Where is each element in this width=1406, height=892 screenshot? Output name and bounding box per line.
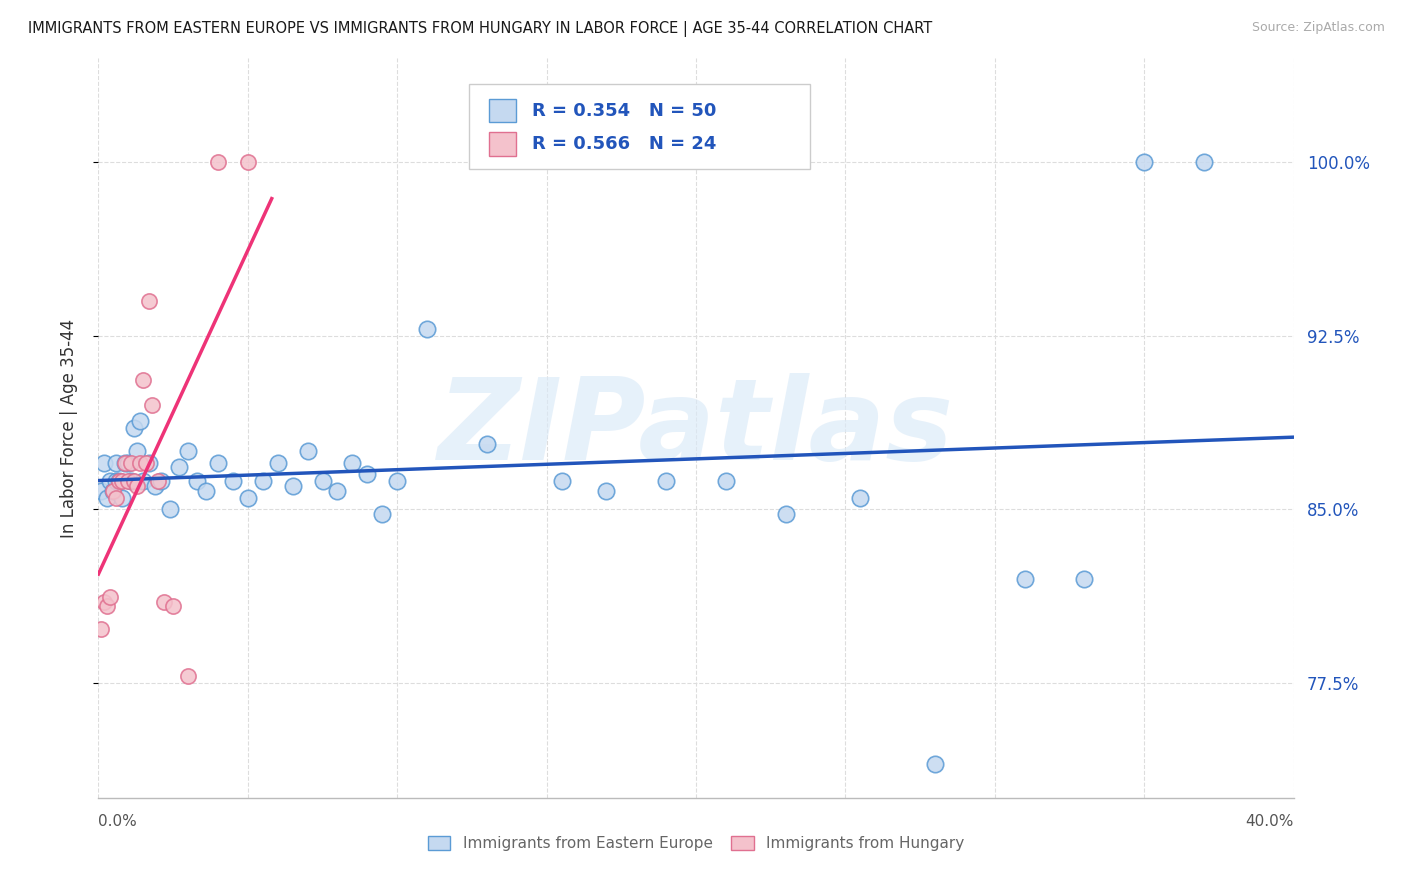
Point [96,491,118,505]
Point [177,444,200,458]
FancyBboxPatch shape [470,84,810,169]
Point [93,595,115,609]
Point [177,669,200,683]
Point [148,475,170,489]
Text: 0.0%: 0.0% [98,814,138,829]
Point [356,467,378,482]
Point [96,599,118,614]
Point [550,475,572,489]
Point [111,491,134,505]
Point [1073,572,1095,586]
Point [159,502,181,516]
Text: Source: ZipAtlas.com: Source: ZipAtlas.com [1251,21,1385,35]
Point [124,475,146,489]
Point [108,475,131,489]
Point [105,491,128,505]
Point [98,590,122,604]
Point [162,599,184,614]
Point [655,475,678,489]
Point [385,475,409,489]
Point [595,483,617,498]
Point [186,475,208,489]
Point [1133,155,1156,169]
Point [124,421,146,435]
Point [326,483,349,498]
Text: R = 0.566   N = 24: R = 0.566 N = 24 [533,135,717,153]
Legend: Immigrants from Eastern Europe, Immigrants from Hungary: Immigrants from Eastern Europe, Immigran… [422,830,970,857]
Point [90,483,112,498]
Point [132,475,155,489]
Point [195,483,218,498]
Point [141,398,163,412]
Point [775,507,797,521]
Text: ZIPatlas: ZIPatlas [437,373,955,483]
Point [236,491,259,505]
Point [153,595,176,609]
Point [1014,572,1036,586]
Point [267,456,290,470]
Point [924,756,946,771]
Point [207,456,229,470]
Point [98,475,122,489]
Point [90,623,112,637]
Point [120,475,142,489]
Point [117,475,139,489]
Point [103,483,125,498]
Point [132,373,155,387]
Point [849,491,872,505]
Point [714,475,737,489]
Point [111,475,134,489]
Point [105,475,128,489]
Point [117,456,139,470]
FancyBboxPatch shape [489,99,516,122]
Point [129,414,152,428]
Point [138,456,160,470]
Point [207,155,229,169]
Point [143,479,166,493]
Point [120,456,142,470]
Point [475,437,498,451]
Point [297,444,319,458]
Point [138,293,160,308]
Point [105,456,128,470]
Text: 40.0%: 40.0% [1246,814,1294,829]
Point [114,456,136,470]
Point [222,475,245,489]
Point [93,456,115,470]
Point [150,475,173,489]
FancyBboxPatch shape [489,132,516,156]
Point [252,475,274,489]
Text: R = 0.354   N = 50: R = 0.354 N = 50 [533,102,717,120]
Point [135,456,157,470]
Point [281,479,304,493]
Point [167,460,190,475]
Point [342,456,364,470]
Point [416,321,439,335]
Point [127,444,149,458]
Y-axis label: In Labor Force | Age 35-44: In Labor Force | Age 35-44 [59,318,77,538]
Point [103,483,125,498]
Point [311,475,333,489]
Point [129,456,152,470]
Point [371,507,394,521]
Point [108,475,131,489]
Point [236,155,259,169]
Point [1192,155,1215,169]
Text: IMMIGRANTS FROM EASTERN EUROPE VS IMMIGRANTS FROM HUNGARY IN LABOR FORCE | AGE 3: IMMIGRANTS FROM EASTERN EUROPE VS IMMIGR… [28,21,932,37]
Point [127,479,149,493]
Point [114,456,136,470]
